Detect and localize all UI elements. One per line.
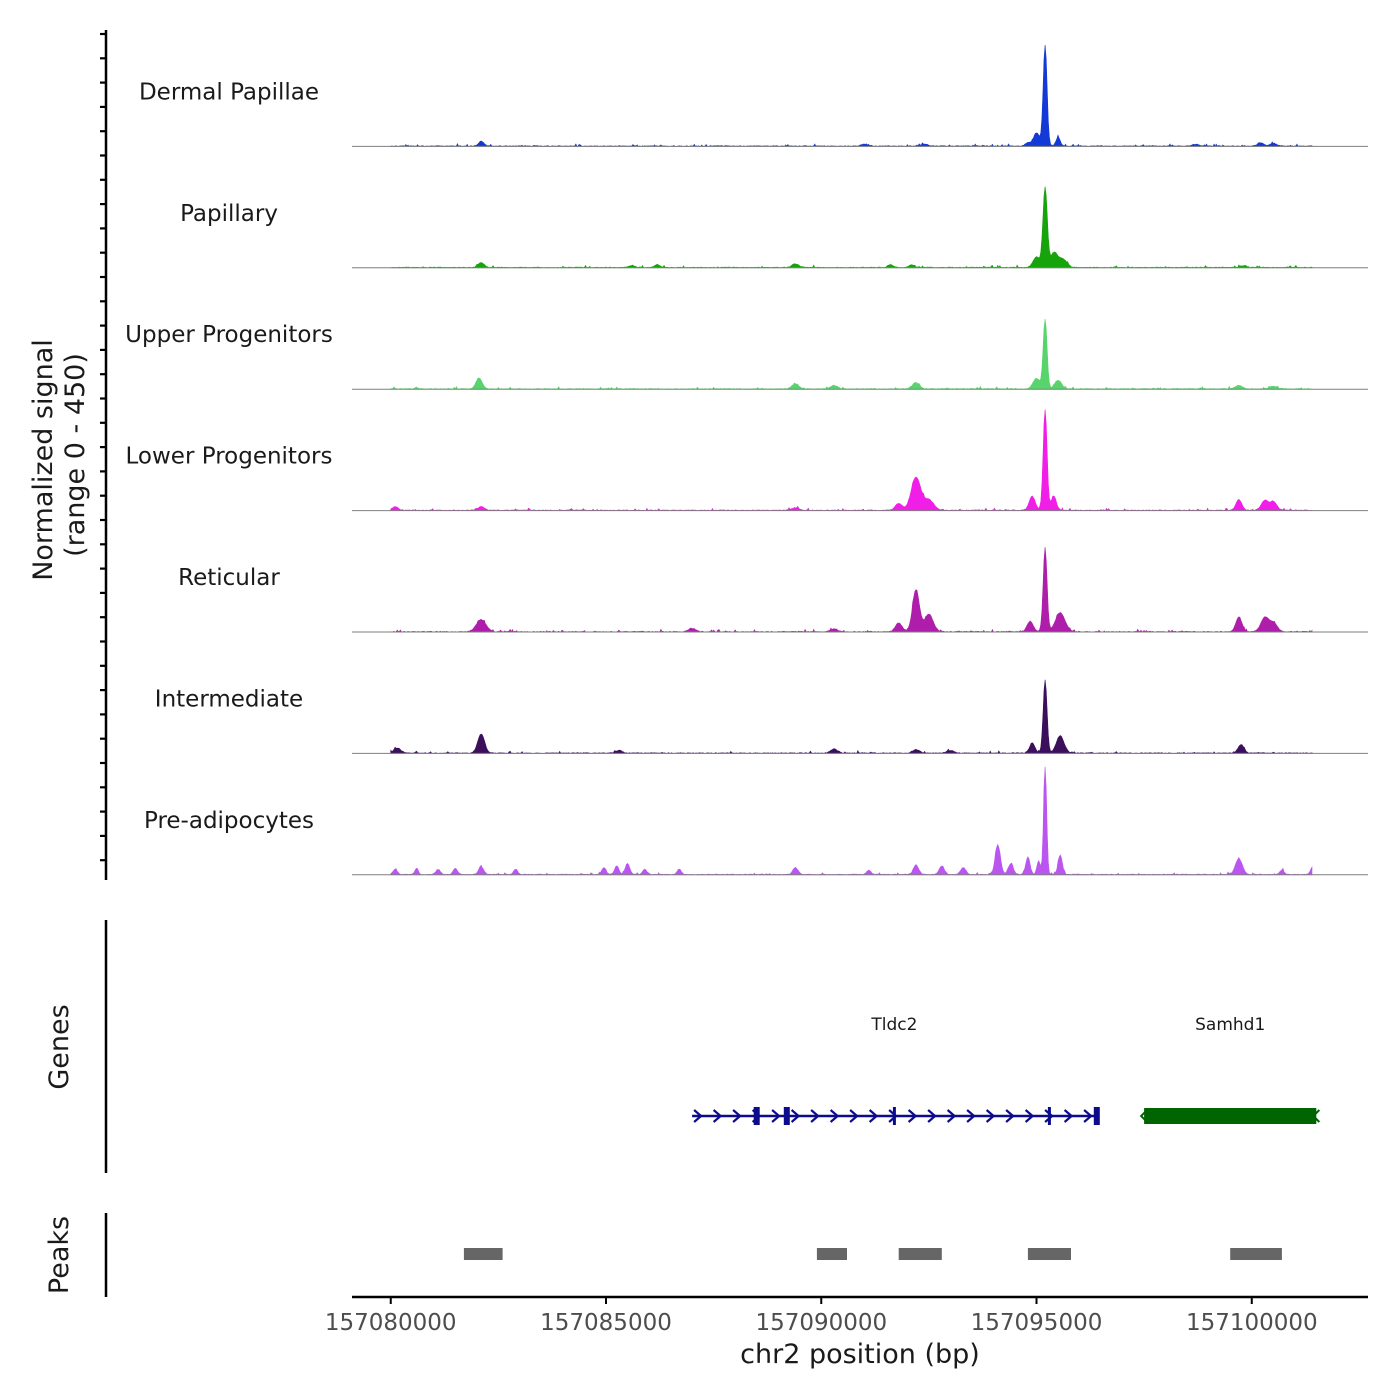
peak-region	[463, 1248, 503, 1260]
gene-exon	[892, 1107, 896, 1125]
track-intermediate: Intermediate	[155, 679, 1368, 754]
peak-region	[1027, 1248, 1071, 1260]
x-tick-label: 157100000	[1186, 1310, 1318, 1336]
signal-tracks: Dermal Papillae Papillary Upper Progenitor…	[125, 44, 1368, 876]
strand-arrow	[810, 1109, 820, 1123]
gene-samhd1: Samhd1	[1139, 1015, 1321, 1124]
peak-region	[1230, 1248, 1282, 1260]
strand-arrow	[849, 1109, 859, 1123]
strand-arrow	[1139, 1109, 1148, 1123]
track-upper-progenitors: Upper Progenitors	[125, 318, 1368, 390]
track-label: Lower Progenitors	[126, 444, 333, 470]
track-label: Upper Progenitors	[125, 322, 333, 348]
strand-arrow	[732, 1109, 742, 1123]
peak-region	[898, 1248, 942, 1260]
x-tick-label: 157095000	[971, 1310, 1103, 1336]
gene-exon	[1047, 1107, 1051, 1125]
signal-y-axis	[100, 30, 108, 880]
strand-arrow	[1083, 1109, 1093, 1123]
peak-track	[463, 1248, 1282, 1260]
strand-arrow	[907, 1109, 918, 1123]
genes-label: Genes	[44, 1004, 75, 1089]
strand-arrow	[829, 1109, 840, 1123]
track-pre-adipocytes: Pre-adipocytes	[144, 766, 1368, 876]
x-tick-label: 157085000	[540, 1310, 672, 1336]
strand-arrow	[1311, 1109, 1321, 1123]
strand-arrow	[693, 1109, 703, 1123]
strand-arrow	[1044, 1109, 1054, 1123]
gene-label: Samhd1	[1195, 1015, 1265, 1035]
signal-area	[390, 186, 1313, 269]
strand-arrow	[927, 1109, 937, 1123]
gene-tldc2: Tldc2	[692, 1015, 1100, 1125]
peaks-label: Peaks	[44, 1216, 75, 1294]
strand-arrow	[985, 1109, 996, 1123]
y-axis-label-line1: Normalized signal	[28, 339, 59, 581]
strand-arrow	[790, 1109, 801, 1123]
strand-arrow	[966, 1109, 976, 1123]
strand-arrow	[712, 1109, 723, 1123]
strand-arrow	[1063, 1109, 1074, 1123]
track-label: Pre-adipocytes	[144, 808, 314, 834]
x-axis-label: chr2 position (bp)	[740, 1339, 980, 1370]
strand-arrow	[868, 1109, 879, 1123]
signal-area	[390, 766, 1313, 876]
track-papillary: Papillary	[180, 186, 1368, 269]
gene-label: Tldc2	[870, 1015, 917, 1035]
signal-area	[390, 547, 1313, 633]
track-label: Reticular	[178, 565, 280, 591]
track-lower-progenitors: Lower Progenitors	[126, 409, 1368, 512]
signal-area	[390, 318, 1313, 390]
gene-exon	[753, 1107, 760, 1125]
strand-arrow	[1005, 1109, 1015, 1123]
track-reticular: Reticular	[178, 547, 1368, 633]
y-axis-label-line2: (range 0 - 450)	[60, 353, 91, 557]
track-label: Papillary	[180, 201, 278, 227]
x-axis: 157080000 157085000 157090000 157095000 1571…	[325, 1295, 1368, 1336]
gene-exon	[1093, 1107, 1100, 1125]
signal-area	[390, 44, 1313, 147]
peak-region	[816, 1248, 847, 1260]
strand-arrow	[1024, 1109, 1035, 1123]
strand-arrow	[888, 1109, 898, 1123]
strand-arrow	[771, 1109, 781, 1123]
x-tick-label: 157080000	[325, 1310, 457, 1336]
track-label: Dermal Papillae	[139, 79, 319, 105]
track-label: Intermediate	[155, 686, 303, 712]
gene-track: Tldc2 Samhd1	[692, 1015, 1321, 1125]
track-dermal-papillae: Dermal Papillae	[139, 44, 1368, 147]
strand-arrow	[946, 1109, 957, 1123]
x-tick-label: 157090000	[755, 1310, 887, 1336]
signal-area	[390, 679, 1313, 754]
gene-exon	[783, 1107, 790, 1125]
gene-body	[1144, 1108, 1317, 1124]
signal-area	[390, 409, 1313, 511]
